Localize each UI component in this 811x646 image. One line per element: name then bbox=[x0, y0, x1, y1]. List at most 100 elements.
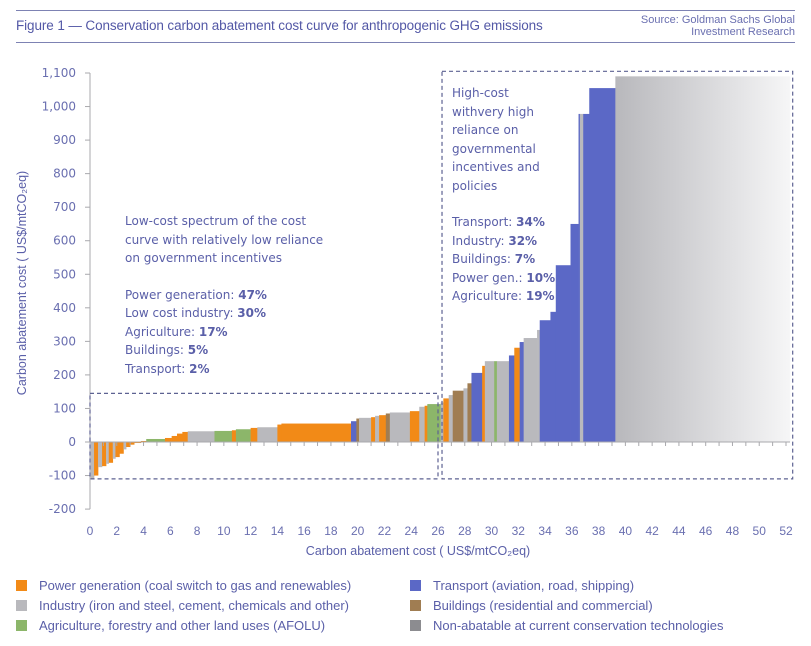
y-tick-label: -100 bbox=[49, 469, 76, 483]
y-tick-label: -200 bbox=[49, 502, 76, 516]
figure-title: Figure 1 — Conservation carbon abatement… bbox=[16, 18, 543, 33]
y-tick-label: 200 bbox=[53, 368, 76, 382]
x-tick-label: 48 bbox=[726, 524, 740, 538]
y-tick-label: 300 bbox=[53, 334, 76, 348]
cost-curve-chart: -200-10001002003004005006007008009001,00… bbox=[15, 66, 794, 558]
share-item: Transport: 2% bbox=[125, 361, 210, 376]
source-note: Source: Goldman Sachs Global Investment … bbox=[641, 14, 795, 38]
x-tick-label: 20 bbox=[351, 524, 365, 538]
y-axis-title: Carbon abatement cost ( US$/mtCO₂eq) bbox=[15, 171, 29, 395]
share-item: Transport: 34% bbox=[452, 215, 545, 229]
bar-power bbox=[108, 442, 114, 463]
bar-industry bbox=[112, 442, 116, 459]
bar-industry bbox=[579, 113, 584, 443]
bar-power bbox=[140, 440, 147, 442]
header-rule-bottom bbox=[16, 42, 795, 43]
share-item: Power generation: 47% bbox=[125, 287, 267, 302]
bar-power bbox=[277, 424, 282, 442]
x-tick-label: 8 bbox=[194, 524, 201, 538]
bar-power bbox=[409, 411, 420, 442]
high-cost-heading: High-cost withvery high reliance on gove… bbox=[452, 86, 540, 193]
y-tick-label: 1,000 bbox=[42, 100, 76, 114]
x-tick-label: 24 bbox=[405, 524, 419, 538]
bar-power bbox=[102, 442, 107, 467]
legend-item-nonabatable: Non-abatable at current conservation tec… bbox=[410, 618, 724, 633]
bar-agriculture bbox=[235, 429, 251, 442]
bar-industry bbox=[106, 442, 110, 464]
bar-industry bbox=[375, 415, 380, 442]
bar-industry bbox=[448, 395, 454, 442]
x-tick-label: 38 bbox=[592, 524, 606, 538]
legend-swatch-agriculture bbox=[16, 620, 27, 631]
bar-transport bbox=[471, 372, 483, 442]
axes-layer: -200-10001002003004005006007008009001,00… bbox=[42, 66, 793, 538]
x-tick-label: 22 bbox=[378, 524, 392, 538]
bar-power bbox=[134, 442, 142, 444]
high-cost-annotation: High-cost withvery high reliance on gove… bbox=[452, 84, 555, 306]
bar-power bbox=[115, 442, 120, 458]
bars-layer bbox=[90, 76, 791, 479]
bar-agriculture bbox=[214, 430, 233, 442]
y-tick-label: 800 bbox=[53, 167, 76, 181]
bar-transport bbox=[570, 223, 579, 442]
bar-industry bbox=[463, 388, 468, 442]
bar-industry bbox=[389, 412, 411, 442]
legend-item-agriculture: Agriculture, forestry and other land use… bbox=[16, 618, 325, 633]
regions-layer bbox=[89, 70, 794, 480]
bar-power bbox=[250, 427, 258, 442]
x-tick-label: 52 bbox=[779, 524, 793, 538]
legend-swatch-industry bbox=[16, 600, 27, 611]
share-item: Low cost industry: 30% bbox=[125, 306, 267, 320]
bar-industry bbox=[90, 442, 95, 479]
bar-industry bbox=[419, 406, 425, 442]
bar-power bbox=[130, 442, 135, 445]
bar-transport bbox=[539, 320, 551, 442]
legend-item-buildings: Buildings (residential and commercial) bbox=[410, 598, 653, 613]
bar-transport bbox=[351, 421, 357, 442]
bar-power bbox=[424, 405, 428, 442]
x-tick-label: 4 bbox=[140, 524, 147, 538]
bar-buildings bbox=[356, 418, 360, 442]
x-tick-label: 30 bbox=[485, 524, 499, 538]
bar-power bbox=[514, 347, 520, 442]
legend-item-transport: Transport (aviation, road, shipping) bbox=[410, 578, 634, 593]
share-item: Agriculture: 19% bbox=[452, 289, 555, 303]
y-tick-label: 400 bbox=[53, 301, 76, 315]
x-tick-label: 0 bbox=[87, 524, 94, 538]
x-tick-label: 42 bbox=[645, 524, 659, 538]
source-line-1: Source: Goldman Sachs Global bbox=[640, 14, 795, 26]
bar-transport bbox=[508, 355, 515, 442]
share-item: Buildings: 7% bbox=[452, 252, 536, 266]
bar-power bbox=[379, 415, 387, 442]
legend-swatch-buildings bbox=[410, 600, 421, 611]
bar-agriculture bbox=[146, 438, 166, 442]
legend-swatch-transport bbox=[410, 580, 421, 591]
bar-power bbox=[171, 435, 178, 442]
bar-industry bbox=[123, 442, 127, 450]
x-tick-label: 32 bbox=[512, 524, 526, 538]
bar-power bbox=[182, 431, 188, 442]
bar-power bbox=[482, 365, 486, 442]
bar-buildings bbox=[452, 390, 464, 442]
y-tick-label: 100 bbox=[53, 401, 76, 415]
x-tick-label: 28 bbox=[458, 524, 472, 538]
x-tick-label: 44 bbox=[672, 524, 686, 538]
header-rule-top bbox=[16, 10, 795, 11]
low-cost-annotation: Low-cost spectrum of the cost curve with… bbox=[125, 212, 323, 378]
low-cost-shares: Power generation: 47% Low cost industry:… bbox=[125, 286, 323, 379]
x-tick-label: 36 bbox=[565, 524, 579, 538]
bar-power bbox=[281, 423, 352, 442]
x-tick-label: 46 bbox=[699, 524, 713, 538]
bar-power bbox=[231, 430, 237, 442]
share-item: Power gen.: 10% bbox=[452, 270, 556, 285]
region-high-cost bbox=[441, 70, 794, 480]
low-cost-heading: Low-cost spectrum of the cost curve with… bbox=[125, 214, 324, 265]
y-tick-label: 1,100 bbox=[42, 66, 76, 80]
bar-power bbox=[164, 437, 172, 442]
bar-agriculture bbox=[427, 404, 441, 442]
legend-item-power: Power generation (coal switch to gas and… bbox=[16, 578, 351, 593]
bar-buildings bbox=[385, 413, 391, 442]
x-tick-label: 50 bbox=[753, 524, 767, 538]
bar-power bbox=[177, 433, 183, 442]
high-cost-shares: Transport: 34% Industry: 32% Buildings: … bbox=[452, 213, 555, 306]
